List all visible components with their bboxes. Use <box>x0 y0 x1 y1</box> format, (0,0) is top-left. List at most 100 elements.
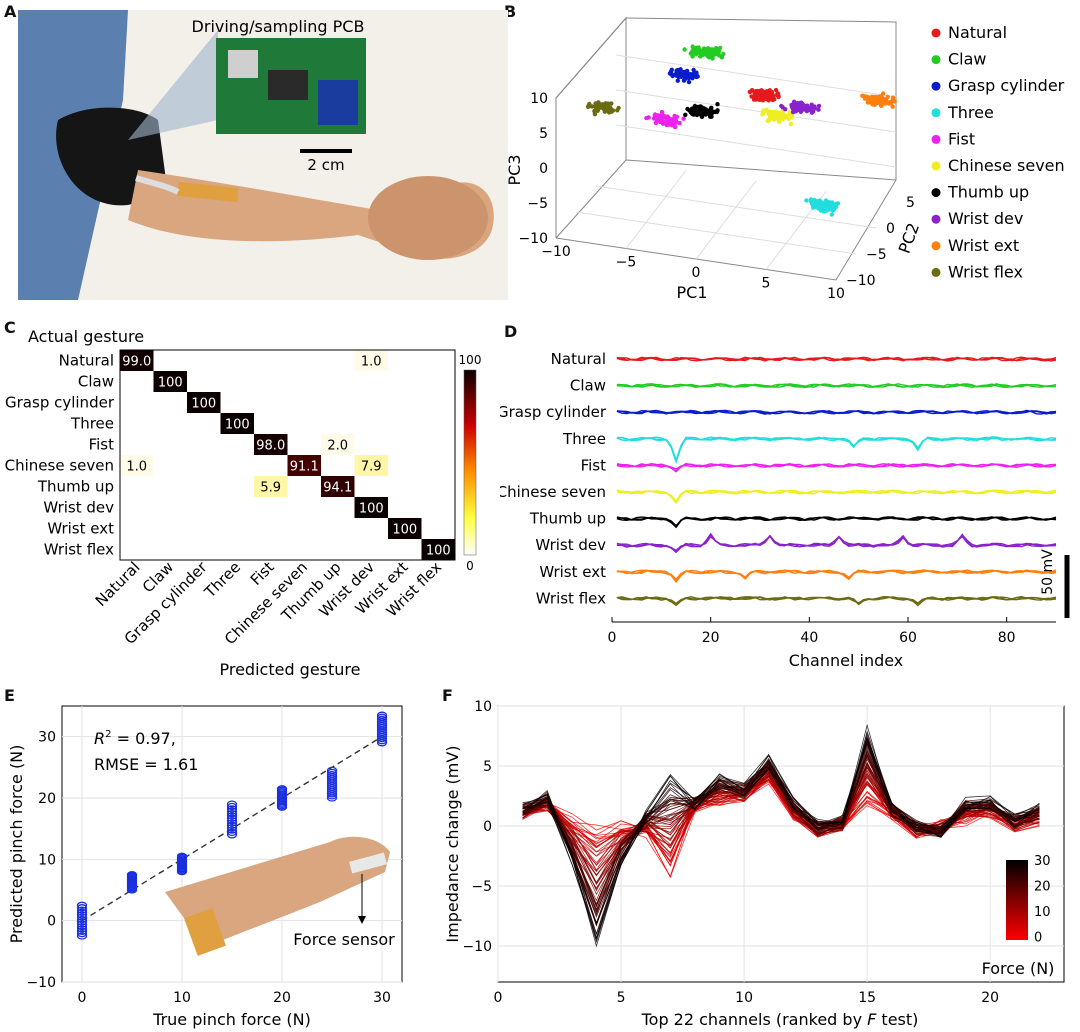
chart-f-series-line <box>522 742 1040 926</box>
chart-d-series-line <box>616 383 1057 389</box>
chart-e-point <box>326 768 338 777</box>
chart-b-point <box>608 105 613 111</box>
chart-d-series-line <box>616 569 1057 581</box>
chart-b-legend-label: Three <box>947 103 994 122</box>
chart-b-legend-label: Chinese seven <box>948 156 1065 175</box>
chart-e-rmse: RMSE = 1.61 <box>94 755 198 774</box>
chart-b-point <box>816 103 822 109</box>
pcb-bluetooth-module <box>318 80 358 125</box>
chart-b-legend-marker <box>931 161 941 171</box>
chart-f-colorbar-tick: 0 <box>1034 931 1042 946</box>
chart-b-legend-label: Grasp cylinder <box>948 76 1065 95</box>
chart-b-point <box>809 104 815 109</box>
chart-b-legend-marker <box>931 241 941 251</box>
pcb-chip-2 <box>268 70 308 100</box>
chart-f-series-line <box>522 776 1040 854</box>
chart-c-row-label: Chinese seven <box>5 457 114 475</box>
chart-f-ytick: −10 <box>462 939 492 955</box>
zoom-callout <box>128 30 218 140</box>
chart-e-xlabel: True pinch force (N) <box>152 1010 311 1029</box>
chart-c-cell <box>321 476 355 497</box>
chart-b-axes-box <box>555 16 897 281</box>
chart-d-xticks: 0 20 40 60 80 <box>608 617 1016 646</box>
chart-c-cell <box>287 455 321 476</box>
chart-e-ytick: 0 <box>47 914 56 930</box>
chart-d-series-line <box>616 409 1057 415</box>
chart-b-gridline <box>615 54 897 98</box>
chart-b-point <box>755 92 760 97</box>
chart-e-pinch-force: 0 10 20 30 −10 0 10 20 30 R2 = 0.97, RMSE = 1.61… <box>7 705 403 1029</box>
chart-f-ytick: 5 <box>483 759 492 775</box>
chart-b-point <box>671 72 676 78</box>
chart-e-point <box>76 908 88 917</box>
chart-c-cell <box>120 455 154 476</box>
chart-d-lines <box>616 356 1057 607</box>
chart-b-legend-label: Fist <box>948 129 975 148</box>
chart-b-legend-label: Wrist dev <box>948 209 1023 228</box>
chart-c-row-label: Thumb up <box>37 478 114 496</box>
chart-b-point <box>780 116 786 122</box>
chart-b-xlabel: PC1 <box>677 283 708 302</box>
chart-e-point <box>226 824 238 832</box>
chart-b-gridline <box>625 170 687 249</box>
chart-b-ytick: −5 <box>866 247 887 263</box>
chart-d-series-label: Wrist flex <box>536 589 606 607</box>
chart-b-point <box>788 121 794 127</box>
chart-b-point <box>808 197 814 202</box>
chart-b-point <box>693 50 698 55</box>
chart-b-point <box>816 107 821 112</box>
chart-e-xtick: 20 <box>273 990 291 1006</box>
chart-c-xlabel: Predicted gesture <box>219 660 360 679</box>
chart-c-row-label: Three <box>70 415 114 433</box>
chart-e-point <box>76 913 88 921</box>
chart-d-series-line <box>616 489 1057 503</box>
chart-b-point <box>860 93 865 98</box>
chart-d-xtick-label: 40 <box>800 630 818 646</box>
chart-b-point <box>699 110 704 116</box>
chart-d-series-line <box>616 436 1057 465</box>
chart-e-point <box>376 715 388 724</box>
chart-b-ytick: 5 <box>906 195 915 211</box>
chart-b-point <box>717 45 723 51</box>
chart-f-xtick: 15 <box>858 990 876 1006</box>
chart-e-point <box>76 918 88 926</box>
panel-letter-d: D <box>504 322 518 341</box>
chart-f-ytick: −5 <box>471 879 492 895</box>
chart-b-gridline <box>595 185 877 229</box>
chart-d-series-line <box>616 596 1057 605</box>
chart-b-legend-marker <box>931 188 941 198</box>
chart-b-point <box>815 199 820 204</box>
chart-e-point <box>226 812 238 820</box>
sensor-patch <box>177 181 239 203</box>
chart-c-cell-label: 2.0 <box>327 439 348 454</box>
chart-b-point <box>709 114 714 119</box>
chart-e-point <box>326 766 338 775</box>
chart-b-point <box>883 97 889 103</box>
chart-c-cell <box>421 539 455 560</box>
chart-b-legend-marker <box>931 28 941 38</box>
chart-b-point <box>770 97 775 103</box>
chart-b-point <box>721 51 726 57</box>
chart-e-point <box>226 816 238 825</box>
chart-c-row-label: Natural <box>59 352 114 370</box>
chart-b-point <box>827 207 832 212</box>
chart-c-row-label: Wrist dev <box>43 499 114 517</box>
chart-c-cell <box>187 392 221 413</box>
chart-b-point <box>658 117 664 122</box>
chart-b-gridline <box>615 124 897 168</box>
chart-b-point <box>595 107 600 113</box>
chart-f-series-line <box>522 735 1040 944</box>
chart-c-cell-label: 100 <box>426 544 451 559</box>
chart-b-point <box>775 91 781 96</box>
chart-b-point <box>761 108 766 113</box>
chart-e-point <box>226 800 238 808</box>
panel-a-photo: Driving/sampling PCB 2 cm <box>18 10 508 300</box>
chart-b-point <box>777 112 782 117</box>
chart-c-cell <box>354 350 388 371</box>
chart-d-xtick-label: 80 <box>998 630 1016 646</box>
chart-e-ylabel: Predicted pinch force (N) <box>7 745 26 944</box>
chart-b-point <box>698 106 703 111</box>
chart-b-point <box>883 101 888 106</box>
